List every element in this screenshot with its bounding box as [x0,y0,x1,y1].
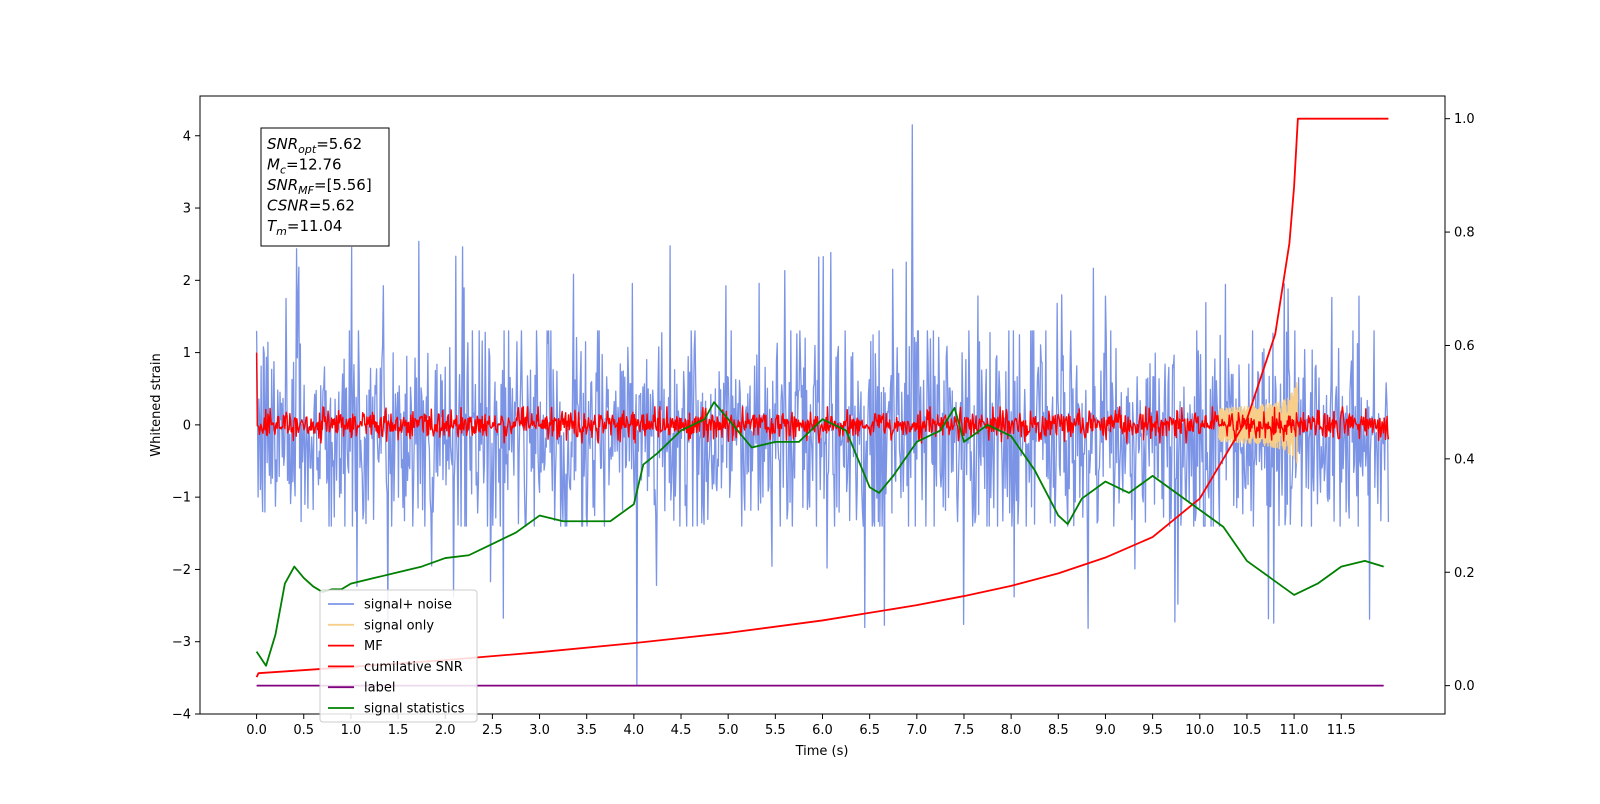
annotation-line: SNRMF=[5.56] [267,176,372,197]
x-tick-label: 7.5 [954,723,975,738]
x-tick-label: 2.5 [482,723,503,738]
noise-layer [255,124,1390,686]
annotation-line: Tm=11.04 [267,217,342,238]
legend-label: signal only [364,618,434,633]
legend-label: MF [364,639,383,654]
x-tick-label: 8.5 [1048,723,1069,738]
y-tick-label: 2 [183,274,191,289]
y-tick-label: −2 [172,563,191,578]
x-tick-label: 3.0 [529,723,550,738]
y-tick-label: −3 [172,635,191,650]
annotation-line: CSNR=5.62 [267,197,355,215]
legend: signal+ noise signal only MF cumilative SNR… [319,589,478,723]
legend-label: cumilative SNR [364,660,463,675]
x-tick-label: 6.0 [812,723,833,738]
annotation-box-frame [260,127,390,247]
y-tick-label: 0 [183,418,191,433]
y2-tick-label: 0.6 [1454,339,1475,354]
x-tick-label: 3.5 [576,723,597,738]
stats-annotation-box: SNRopt=5.62Mc=12.76SNRMF=[5.56]CSNR=5.62… [260,127,390,247]
x-tick-label: 11.5 [1327,723,1356,738]
x-tick-label: 9.5 [1142,723,1163,738]
y2-tick-label: 0.4 [1454,452,1475,467]
y-tick-label: −4 [172,708,191,723]
x-tick-label: 5.5 [765,723,786,738]
y-axis-ticks: −4 −3 −2 −1 0 1 2 3 4 [172,129,200,723]
x-axis-ticks: 0.0 0.5 1.0 1.5 2.0 2.5 3.0 3.5 4.0 4.5 5.0 5.5 6.0 6… [246,714,1356,738]
y-tick-label: −1 [172,491,191,506]
y2-tick-label: 0.0 [1454,679,1475,694]
series-mf-line [255,352,1390,444]
legend-label: label [364,681,395,696]
x-tick-label: 7.0 [906,723,927,738]
y2-tick-label: 0.8 [1454,226,1475,241]
x-tick-label: 0.5 [293,723,314,738]
legend-label: signal statistics [364,702,465,717]
x-tick-label: 10.5 [1232,723,1261,738]
x-tick-label: 10.0 [1185,723,1214,738]
x-tick-label: 5.0 [718,723,739,738]
y-tick-label: 3 [183,202,191,217]
x-tick-label: 2.0 [435,723,456,738]
x-tick-label: 4.0 [624,723,645,738]
x-tick-label: 1.5 [388,723,409,738]
x-tick-label: 8.0 [1001,723,1022,738]
x-tick-label: 4.5 [671,723,692,738]
series-signal-statistics-line [255,401,1384,667]
y2-tick-label: 0.2 [1454,566,1475,581]
y2-tick-label: 1.0 [1454,112,1475,127]
series-signal-only-line [1217,382,1299,464]
x-tick-label: 9.0 [1095,723,1116,738]
legend-frame [319,589,478,723]
y2-axis-ticks: 0.0 0.2 0.4 0.6 0.8 1.0 [1445,112,1475,694]
annotation-line: Mc=12.76 [267,156,342,177]
y-tick-label: 4 [183,129,191,144]
y-tick-label: 1 [183,346,191,361]
x-tick-label: 0.0 [246,723,267,738]
x-tick-label: 11.0 [1280,723,1309,738]
x-tick-label: 1.0 [341,723,362,738]
legend-label: signal+ noise [364,598,452,613]
series-signal-noise-line [255,124,1390,686]
y-axis-label: Whitened strain [149,353,164,456]
annotation-line: SNRopt=5.62 [267,135,362,156]
x-tick-label: 6.5 [859,723,880,738]
x-axis-label: Time (s) [795,744,849,759]
